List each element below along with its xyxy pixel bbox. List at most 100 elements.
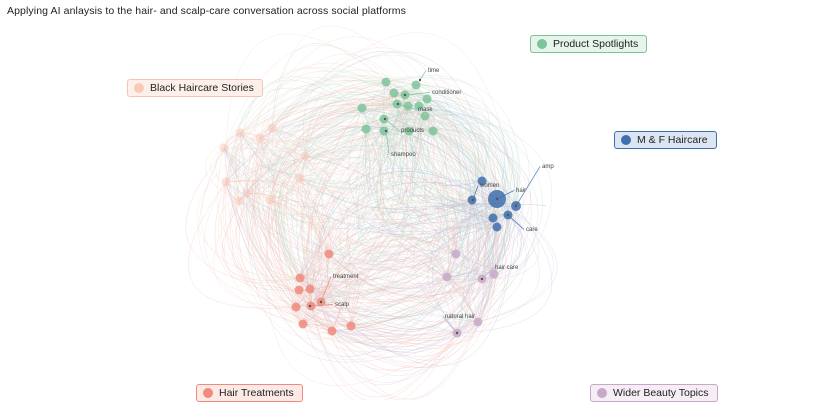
network-edge — [361, 107, 495, 275]
topic-node — [242, 188, 252, 198]
topic-node — [267, 123, 277, 133]
network-edge — [302, 288, 320, 325]
network-edge — [261, 165, 469, 299]
topic-node — [327, 326, 337, 336]
network-edge — [320, 115, 477, 304]
topic-node — [295, 273, 305, 283]
network-edge — [385, 75, 491, 182]
network-edge — [350, 325, 458, 350]
legend-product-spotlights: Product Spotlights — [530, 35, 648, 53]
topic-node — [300, 151, 310, 161]
network-edge — [313, 109, 496, 301]
network-edge — [296, 109, 405, 307]
keyword-label: care — [526, 227, 538, 233]
keyword-anchor — [455, 331, 459, 335]
network-edge — [328, 253, 448, 306]
keyword-label: conditioner — [432, 90, 461, 96]
topic-node — [295, 173, 305, 183]
network-edge — [350, 199, 473, 327]
topic-node — [477, 176, 487, 186]
legend-label: Product Spotlights — [553, 38, 639, 50]
topic-node — [305, 284, 315, 294]
network-edge — [299, 221, 458, 334]
network-edge — [239, 132, 473, 221]
network-edge — [418, 105, 498, 228]
network-edge — [239, 74, 473, 201]
network-edge — [299, 205, 517, 317]
network-edge — [427, 226, 498, 334]
topic-node — [411, 80, 421, 90]
keyword-anchor — [480, 277, 484, 281]
network-edge — [365, 128, 498, 275]
network-edge — [309, 130, 435, 290]
legend-label: Black Haircare Stories — [150, 82, 254, 94]
network-edge — [286, 98, 428, 279]
page-title: Applying AI anlaysis to the hair- and sc… — [7, 5, 406, 17]
network-edge — [264, 199, 312, 307]
topic-node — [473, 317, 483, 327]
network-edge — [234, 94, 406, 325]
keyword-anchor — [319, 300, 323, 304]
network-edge — [304, 92, 395, 157]
keyword-label: natural hair — [445, 314, 475, 320]
topic-node — [235, 128, 245, 138]
topic-node — [291, 302, 301, 312]
keyword-anchor — [471, 198, 475, 202]
topic-node — [298, 319, 308, 329]
network-edge — [299, 231, 448, 279]
topic-node — [219, 143, 229, 153]
keyword-leader-line — [515, 166, 541, 207]
network-edge — [493, 226, 521, 275]
network-edge — [313, 109, 452, 301]
network-edge — [251, 137, 301, 279]
keyword-label: shampoo — [391, 152, 416, 158]
topic-node — [357, 103, 367, 113]
network-edge — [320, 273, 495, 364]
legend-dot — [537, 39, 547, 49]
network-edge — [225, 76, 385, 183]
keyword-leader-line — [309, 304, 334, 307]
network-edge — [309, 180, 483, 290]
network-edge — [413, 198, 498, 334]
network-edge — [259, 92, 395, 141]
network-edge — [313, 109, 448, 301]
network-edge — [258, 109, 405, 235]
keyword-leader-line — [385, 130, 390, 155]
legend-black-haircare-stories: Black Haircare Stories — [127, 79, 263, 97]
network-edge — [310, 180, 487, 336]
legend-label: Wider Beauty Topics — [613, 387, 709, 399]
network-edge — [304, 84, 494, 219]
network-edge — [424, 115, 517, 207]
network-edge — [225, 33, 406, 183]
topic-node — [488, 213, 498, 223]
network-edge — [426, 98, 483, 182]
topic-node — [428, 126, 438, 136]
network-edge — [393, 92, 506, 280]
network-edge — [371, 202, 498, 234]
network-edge — [318, 130, 434, 303]
network-edge — [261, 165, 510, 294]
network-edge — [253, 127, 333, 332]
network-edge — [313, 109, 420, 301]
network-edge — [299, 128, 367, 180]
network-edge — [313, 278, 505, 301]
network-edge — [305, 118, 385, 307]
network-edge — [265, 199, 479, 386]
keyword-label: scalp — [335, 302, 350, 308]
topic-node — [489, 269, 499, 279]
network-edge — [418, 105, 503, 275]
network-edge — [365, 128, 495, 275]
network-edge — [224, 181, 352, 327]
network-edge — [201, 147, 301, 279]
network-edge — [432, 130, 472, 255]
network-edges — [185, 25, 558, 400]
keyword-label: products — [401, 128, 424, 134]
network-edge — [410, 202, 498, 270]
network-edge — [298, 222, 457, 291]
keyword-anchor — [506, 213, 510, 217]
network-edge — [320, 301, 479, 376]
topic-node — [420, 111, 430, 121]
keyword-leader-line — [320, 276, 332, 303]
network-edge — [304, 69, 428, 157]
